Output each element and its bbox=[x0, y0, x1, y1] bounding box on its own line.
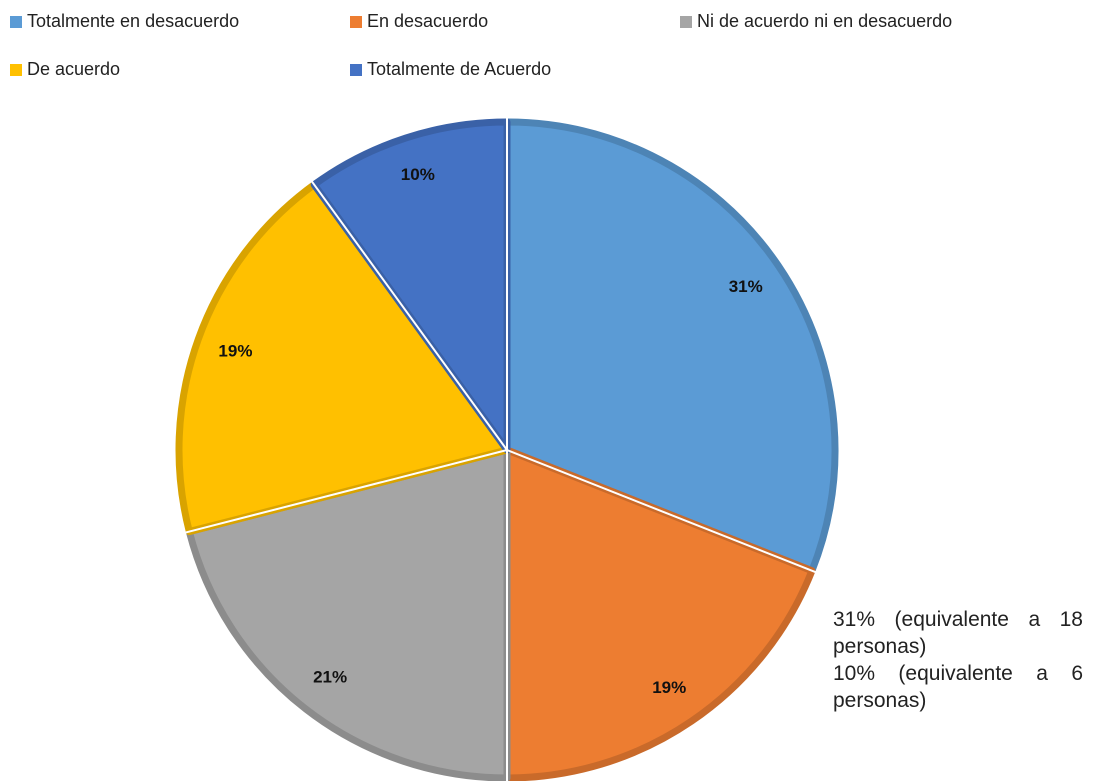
slice-separator bbox=[185, 449, 508, 534]
annotation: 10% (equivalente a 6 personas) bbox=[833, 662, 1083, 712]
data-label: 31% bbox=[729, 277, 763, 296]
pie-slice bbox=[503, 446, 816, 781]
data-label: 19% bbox=[652, 678, 686, 697]
legend-swatch bbox=[680, 16, 692, 28]
legend-label: Ni de acuerdo ni en desacuerdo bbox=[697, 11, 952, 31]
legend-label: Totalmente en desacuerdo bbox=[27, 11, 239, 31]
legend-swatch bbox=[10, 64, 22, 76]
slice-separator bbox=[506, 449, 817, 574]
data-label: 21% bbox=[313, 668, 347, 687]
legend-label: De acuerdo bbox=[27, 59, 120, 79]
legend-swatch bbox=[350, 16, 362, 28]
pie-slice bbox=[185, 446, 511, 781]
data-label: 19% bbox=[218, 342, 252, 361]
pie-slice bbox=[175, 181, 511, 536]
legend-swatch bbox=[350, 64, 362, 76]
legend-label: En desacuerdo bbox=[367, 11, 488, 31]
slice-separator bbox=[311, 180, 508, 451]
pie-slice bbox=[310, 118, 511, 454]
legend-label: Totalmente de Acuerdo bbox=[367, 59, 551, 79]
legend-swatch bbox=[10, 16, 22, 28]
annotation: 31% (equivalente a 18 personas) bbox=[833, 608, 1083, 658]
data-label: 10% bbox=[401, 165, 435, 184]
pie-slice bbox=[503, 118, 839, 575]
